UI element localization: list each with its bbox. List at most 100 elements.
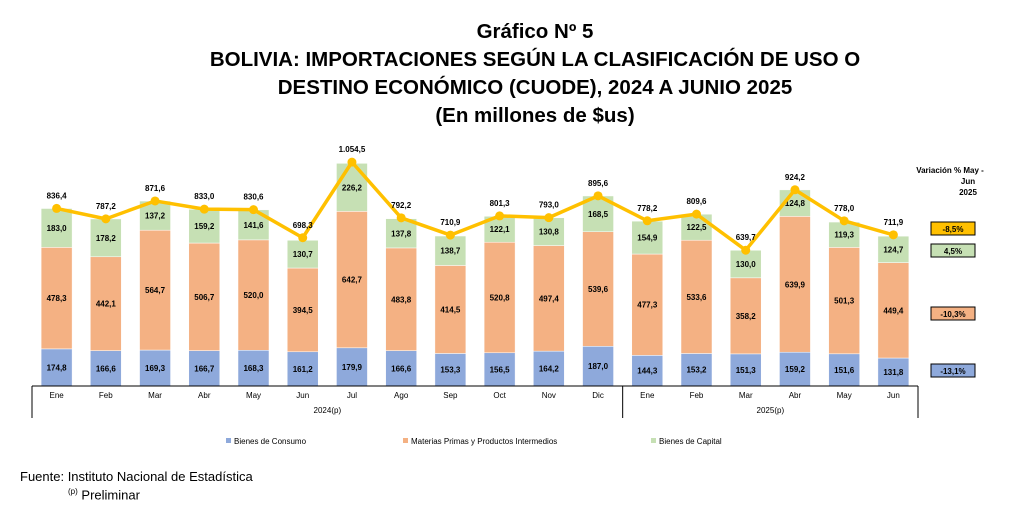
bar-segment xyxy=(286,267,319,353)
x-tick-label: Mar xyxy=(739,391,753,400)
x-tick-label: Abr xyxy=(789,391,802,400)
variation-title: 2025 xyxy=(959,188,977,197)
bar-segment xyxy=(40,208,73,248)
total-value-label: 809,6 xyxy=(686,197,707,206)
bar-segment xyxy=(877,235,910,263)
segment-value-label: 138,7 xyxy=(440,247,461,256)
segment-value-label: 130,0 xyxy=(736,260,757,269)
x-tick-label: Sep xyxy=(443,391,458,400)
total-value-label: 698,3 xyxy=(293,221,314,230)
segment-value-label: 478,3 xyxy=(47,294,68,303)
bar-segment xyxy=(237,239,270,351)
total-point xyxy=(692,209,701,219)
bar-segment xyxy=(336,211,368,349)
year-group-label: 2025(p) xyxy=(757,406,785,415)
segment-value-label: 483,8 xyxy=(391,295,412,304)
segment-value-label: 153,2 xyxy=(686,366,707,375)
segment-value-label: 169,3 xyxy=(145,364,166,373)
x-tick-label: Abr xyxy=(198,391,211,400)
chart-title-line-2: DESTINO ECONÓMICO (CUODE), 2024 A JUNIO … xyxy=(277,76,793,99)
footer: Fuente: Instituto Nacional de Estadístic… xyxy=(20,469,253,502)
x-tick-label: Oct xyxy=(493,391,506,400)
legend-swatch xyxy=(651,438,656,443)
bar-segment xyxy=(533,245,565,352)
total-point xyxy=(790,185,800,195)
preliminary-note: (p) Preliminar xyxy=(20,484,253,502)
total-value-label: 895,6 xyxy=(588,179,609,188)
total-value-label: 830,6 xyxy=(243,193,264,202)
bar-segment xyxy=(90,350,122,387)
segment-value-label: 166,7 xyxy=(194,364,215,373)
chart-number: Gráfico Nº 5 xyxy=(476,20,594,43)
x-tick-label: Nov xyxy=(542,391,556,400)
chart-unit: (En millones de $us) xyxy=(435,104,635,127)
segment-value-label: 168,5 xyxy=(588,210,609,219)
total-value-label: 778,0 xyxy=(834,204,855,213)
segment-value-label: 501,3 xyxy=(834,297,855,306)
bar-segment xyxy=(286,351,319,387)
total-point xyxy=(445,230,455,240)
total-point xyxy=(741,245,751,255)
source-text: Fuente: Instituto Nacional de Estadístic… xyxy=(20,469,253,484)
segment-value-label: 497,4 xyxy=(539,294,560,303)
x-tick-label: Ago xyxy=(394,391,409,400)
bar-segment xyxy=(877,262,910,359)
x-tick-label: Feb xyxy=(99,391,113,400)
bar-segment xyxy=(385,350,417,387)
variation-title: Jun xyxy=(961,177,975,186)
segment-value-label: 153,3 xyxy=(440,366,461,375)
total-value-label: 778,2 xyxy=(637,204,658,213)
bar-segment xyxy=(729,249,762,279)
bar-segment xyxy=(188,350,221,387)
segment-value-label: 137,2 xyxy=(145,212,166,221)
variation-box xyxy=(930,243,976,258)
x-tick-label: Ene xyxy=(49,391,64,400)
legend-swatch xyxy=(403,438,408,443)
x-tick-label: May xyxy=(246,391,261,400)
variation-label: 4,5% xyxy=(944,247,962,256)
x-tick-label: May xyxy=(837,391,852,400)
variation-label: -8,5% xyxy=(943,225,964,234)
segment-value-label: 124,8 xyxy=(785,199,806,208)
x-tick-label: Feb xyxy=(690,391,704,400)
bar-segment xyxy=(237,350,270,387)
variation-title: Variación % May - xyxy=(916,166,984,175)
x-tick-label: Jun xyxy=(887,391,900,400)
total-line xyxy=(56,160,894,252)
bar-segment xyxy=(40,247,73,350)
segment-value-label: 449,4 xyxy=(883,306,904,315)
segment-value-label: 642,7 xyxy=(342,276,363,285)
total-value-label: 871,6 xyxy=(145,184,166,193)
total-point xyxy=(347,157,357,167)
bar-segment xyxy=(779,351,811,387)
segment-value-label: 124,7 xyxy=(883,245,904,254)
bar-segment xyxy=(90,256,122,351)
bar-segment xyxy=(828,247,860,355)
bar-segment xyxy=(385,218,417,249)
total-value-label: 787,2 xyxy=(96,202,117,211)
variation-box xyxy=(930,306,976,321)
bar-segment xyxy=(877,357,910,387)
segment-value-label: 151,3 xyxy=(736,366,757,375)
bar-segment xyxy=(631,220,664,255)
bar-segment xyxy=(483,241,516,354)
bar-segment xyxy=(582,346,614,387)
segment-value-label: 477,3 xyxy=(637,301,658,310)
bar-segment xyxy=(434,353,467,387)
total-point xyxy=(52,203,62,213)
bar-segment xyxy=(188,208,221,244)
x-tick-label: Dic xyxy=(592,391,604,400)
segment-value-label: 119,3 xyxy=(834,231,854,240)
segment-value-label: 159,2 xyxy=(194,222,215,231)
segment-value-label: 639,9 xyxy=(785,280,806,289)
segment-value-label: 130,7 xyxy=(293,250,314,259)
segment-value-label: 166,6 xyxy=(96,364,117,373)
variation-box xyxy=(930,221,976,236)
total-value-label: 924,2 xyxy=(785,173,806,182)
total-point xyxy=(642,216,652,226)
segment-value-label: 533,6 xyxy=(686,293,707,302)
bar-segment xyxy=(828,353,860,387)
segment-value-label: 151,6 xyxy=(834,366,855,375)
segment-value-label: 131,8 xyxy=(883,368,904,377)
x-tick-label: Jul xyxy=(347,391,357,400)
